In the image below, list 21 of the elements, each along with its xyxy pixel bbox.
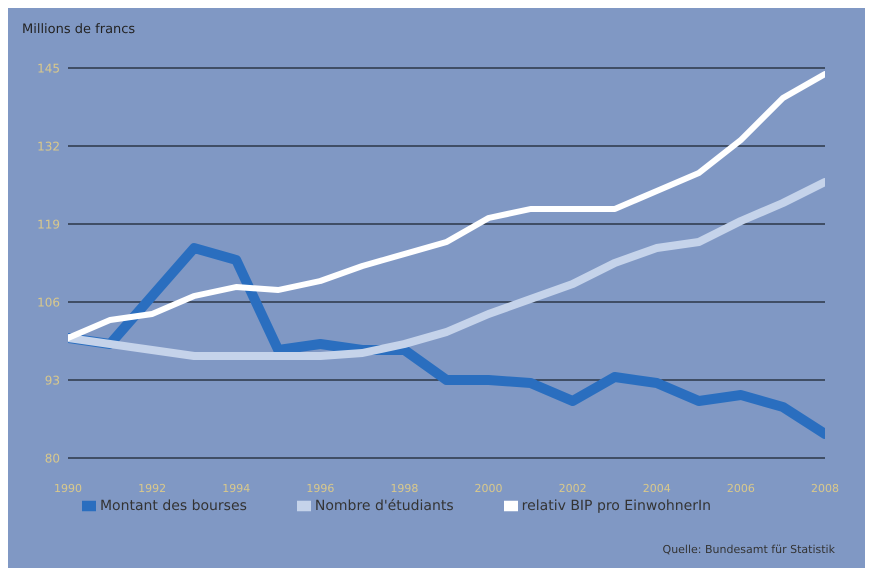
x-tick-label: 1996 [306,482,334,495]
y-tick-label: 132 [37,139,60,154]
x-tick-label: 2008 [811,482,839,495]
legend-label: relativ BIP pro EinwohnerIn [522,498,712,514]
y-tick-label: 80 [44,451,60,466]
source-note: Quelle: Bundesamt für Statistik [662,543,835,556]
x-tick-label: 1990 [54,482,82,495]
x-tick-label: 2006 [726,482,755,495]
y-axis-title: Millions de francs [22,22,136,37]
x-tick-label: 2002 [558,482,587,495]
x-tick-label: 1994 [222,482,250,495]
legend-label: Montant des bourses [100,498,247,514]
x-tick-label: 2004 [642,482,671,495]
y-tick-label: 93 [44,373,60,388]
x-tick-label: 1998 [390,482,418,495]
y-tick-label: 119 [37,217,60,232]
x-tick-label: 1992 [138,482,166,495]
y-tick-label: 106 [37,295,60,310]
y-tick-label: 145 [37,61,60,76]
legend-label: Nombre d'étudiants [314,498,454,514]
x-tick-label: 2000 [474,482,503,495]
